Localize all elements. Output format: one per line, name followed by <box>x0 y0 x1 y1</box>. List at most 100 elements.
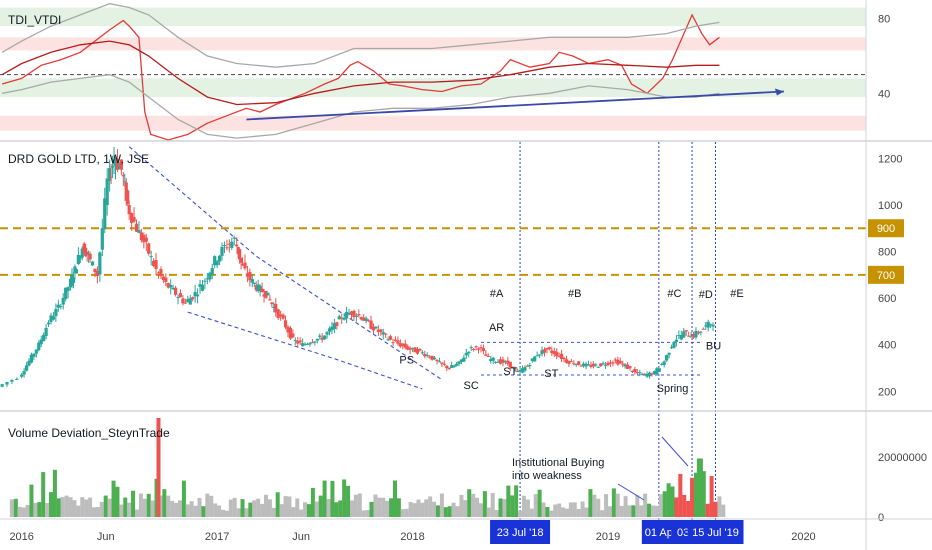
price-candle <box>213 256 217 266</box>
volume-bar <box>666 483 671 517</box>
price-candle <box>127 205 131 215</box>
price-candle <box>442 363 446 365</box>
price-candle <box>126 190 130 204</box>
price-candle <box>248 271 252 281</box>
volume-bar <box>471 493 476 517</box>
price-candle <box>74 269 79 274</box>
price-candle <box>506 360 510 364</box>
volume-bar <box>236 508 241 517</box>
volume-bar <box>119 504 124 517</box>
price-candle <box>286 326 290 333</box>
price-candle <box>569 361 573 363</box>
volume-bar <box>693 472 698 517</box>
price-candle <box>183 302 187 304</box>
level-price-tag <box>868 219 904 238</box>
price-candle <box>349 311 354 315</box>
volume-bar <box>408 501 413 517</box>
volume-bar <box>256 498 261 517</box>
price-candle <box>24 365 29 371</box>
price-candle <box>486 356 490 358</box>
price-candle <box>403 343 407 348</box>
volume-bar <box>228 499 233 517</box>
price-candle <box>625 364 630 369</box>
price-candle <box>425 355 429 357</box>
volume-bar <box>486 507 491 517</box>
volume-bar <box>447 506 452 517</box>
volume-bar <box>303 502 308 517</box>
volume-bar <box>381 497 386 517</box>
price-candle <box>340 317 344 319</box>
volume-bar <box>115 486 120 517</box>
price-candle <box>230 241 234 248</box>
volume-bar <box>174 502 179 517</box>
volume-bar <box>502 499 507 517</box>
price-candle <box>203 280 207 282</box>
wedge-channel-line <box>187 311 423 390</box>
level-price-label: 900 <box>877 223 895 235</box>
volume-bar <box>451 502 456 517</box>
price-candle <box>364 318 368 322</box>
price-candle <box>362 317 366 321</box>
price-candle <box>535 355 539 357</box>
institutional-note-line1: Institutional Buying <box>512 457 604 469</box>
price-candle <box>112 159 116 165</box>
price-candle <box>113 163 118 166</box>
price-candle <box>691 334 696 338</box>
price-candle <box>369 320 373 329</box>
price-candle <box>410 347 415 349</box>
price-candle <box>596 366 600 368</box>
volume-bar <box>475 497 480 517</box>
price-candle <box>332 322 336 330</box>
volume-bar <box>635 495 640 517</box>
price-candle <box>694 330 698 338</box>
volume-bar <box>557 503 562 517</box>
price-candle <box>684 330 688 332</box>
time-axis-highlight <box>687 520 744 544</box>
price-candle <box>195 294 200 297</box>
price-candle <box>239 257 243 263</box>
volume-bar <box>88 497 93 517</box>
time-axis-tick: Jun <box>97 531 115 543</box>
price-candle <box>320 337 324 340</box>
price-candle <box>171 287 175 290</box>
price-candle <box>115 158 120 170</box>
annotation-arrow <box>661 436 689 467</box>
price-candle <box>132 217 136 222</box>
time-axis-tick: 2017 <box>205 531 229 543</box>
volume-bar <box>373 494 378 517</box>
price-candle <box>258 285 262 292</box>
phase-annotation: #E <box>730 288 743 300</box>
price-candle <box>530 358 534 361</box>
volume-bar <box>482 491 487 517</box>
phase-annotation: AR <box>489 322 504 334</box>
price-candle <box>220 246 224 256</box>
volume-bar <box>334 502 339 517</box>
price-candle <box>552 351 556 355</box>
volume-bar <box>525 499 530 517</box>
volume-bar <box>138 493 143 517</box>
price-candle <box>342 317 346 320</box>
price-candle <box>621 363 625 365</box>
volume-bar <box>662 491 667 517</box>
price-candle <box>137 230 141 233</box>
price-candle <box>10 380 14 382</box>
price-candle <box>217 255 222 262</box>
price-candle <box>628 366 632 369</box>
price-candle <box>354 315 358 317</box>
volume-bar <box>166 495 171 517</box>
price-candle <box>347 313 351 315</box>
price-candle <box>357 314 361 316</box>
volume-bar <box>197 498 202 517</box>
volume-bar <box>533 494 538 517</box>
price-candle <box>105 178 109 205</box>
price-candle <box>518 370 522 372</box>
price-candle <box>121 175 125 177</box>
price-candle <box>188 298 192 305</box>
volume-bar <box>48 492 53 517</box>
price-candle <box>564 359 569 363</box>
volume-bar <box>643 493 648 517</box>
volume-bar <box>314 501 319 517</box>
price-candle <box>310 342 315 344</box>
price-candle <box>709 324 713 326</box>
